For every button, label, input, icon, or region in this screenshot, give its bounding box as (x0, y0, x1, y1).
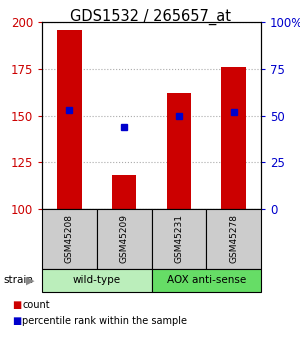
Text: GSM45208: GSM45208 (65, 214, 74, 264)
Bar (57, 30, 82, 209)
Text: ▶: ▶ (26, 275, 34, 285)
Text: GSM45231: GSM45231 (174, 214, 183, 264)
Text: strain: strain (3, 275, 33, 285)
Bar (167, 93, 191, 209)
Text: count: count (22, 300, 50, 309)
Text: GDS1532 / 265657_at: GDS1532 / 265657_at (70, 9, 230, 25)
Text: AOX anti-sense: AOX anti-sense (167, 275, 246, 285)
Text: percentile rank within the sample: percentile rank within the sample (22, 316, 188, 326)
Bar (112, 175, 136, 209)
Text: wild-type: wild-type (73, 275, 121, 285)
Bar (221, 67, 246, 209)
Text: ■: ■ (12, 316, 21, 326)
Text: ■: ■ (12, 300, 21, 309)
Text: GSM45209: GSM45209 (120, 214, 129, 264)
Text: GSM45278: GSM45278 (229, 214, 238, 264)
